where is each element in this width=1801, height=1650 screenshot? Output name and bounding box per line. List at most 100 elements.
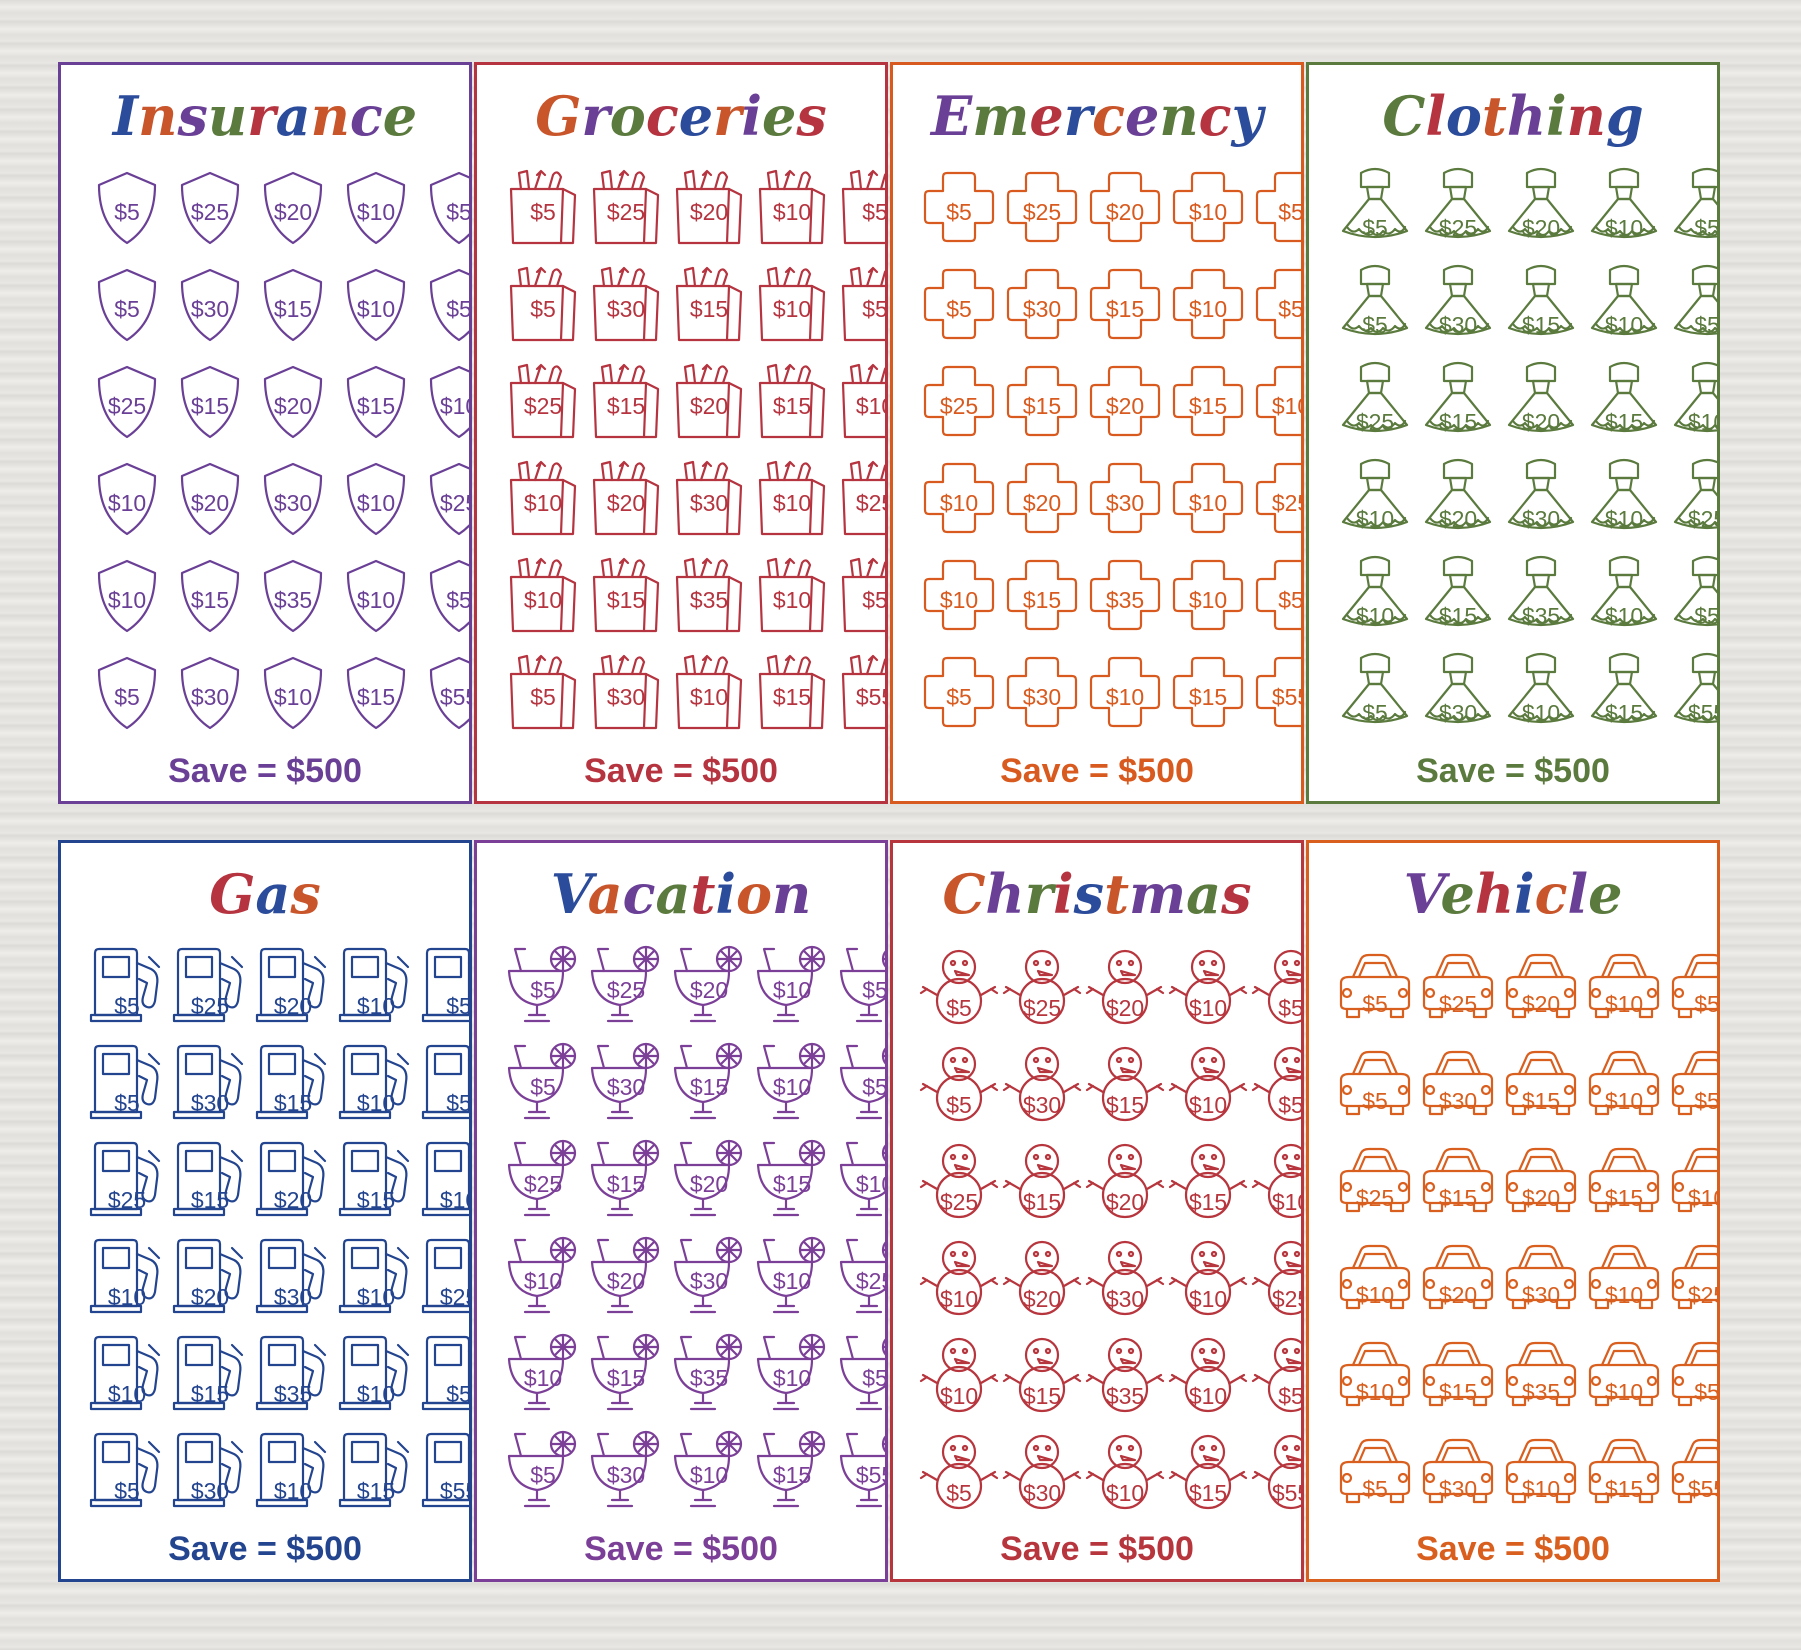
- tracker-cell[interactable]: $5: [501, 1040, 585, 1124]
- tracker-cell[interactable]: $5: [85, 1428, 169, 1512]
- tracker-cell[interactable]: $10: [251, 1428, 335, 1512]
- tracker-cell[interactable]: $15: [584, 553, 668, 637]
- tracker-cell[interactable]: $5: [85, 650, 169, 734]
- tracker-cell[interactable]: $10: [1665, 1137, 1717, 1221]
- tracker-cell[interactable]: $30: [584, 650, 668, 734]
- tracker-cell[interactable]: $20: [251, 165, 335, 249]
- tracker-cell[interactable]: $35: [1499, 1331, 1583, 1415]
- tracker-cell[interactable]: $30: [584, 1428, 668, 1512]
- tracker-cell[interactable]: $10: [1249, 1137, 1301, 1221]
- tracker-cell[interactable]: $10: [501, 1331, 585, 1415]
- tracker-cell[interactable]: $25: [833, 456, 885, 540]
- tracker-cell[interactable]: $15: [1499, 1040, 1583, 1124]
- tracker-cell[interactable]: $10: [1333, 553, 1417, 637]
- tracker-cell[interactable]: $35: [667, 1331, 751, 1415]
- tracker-cell[interactable]: $15: [1000, 359, 1084, 443]
- tracker-cell[interactable]: $10: [833, 359, 885, 443]
- tracker-cell[interactable]: $30: [1083, 1234, 1167, 1318]
- tracker-cell[interactable]: $5: [917, 650, 1001, 734]
- tracker-cell[interactable]: $30: [1083, 456, 1167, 540]
- tracker-cell[interactable]: $35: [251, 1331, 335, 1415]
- tracker-cell[interactable]: $5: [501, 1428, 585, 1512]
- tracker-cell[interactable]: $10: [1333, 456, 1417, 540]
- tracker-cell[interactable]: $10: [501, 456, 585, 540]
- tracker-cell[interactable]: $30: [584, 1040, 668, 1124]
- tracker-cell[interactable]: $30: [1416, 1040, 1500, 1124]
- tracker-cell[interactable]: $25: [1000, 165, 1084, 249]
- tracker-cell[interactable]: $5: [833, 943, 885, 1027]
- tracker-cell[interactable]: $55: [1665, 1428, 1717, 1512]
- tracker-cell[interactable]: $25: [1333, 359, 1417, 443]
- tracker-cell[interactable]: $10: [917, 456, 1001, 540]
- tracker-cell[interactable]: $10: [501, 553, 585, 637]
- tracker-cell[interactable]: $15: [584, 1331, 668, 1415]
- tracker-cell[interactable]: $5: [417, 1331, 469, 1415]
- tracker-cell[interactable]: $20: [1499, 1137, 1583, 1221]
- tracker-cell[interactable]: $15: [168, 553, 252, 637]
- tracker-cell[interactable]: $5: [833, 262, 885, 346]
- tracker-cell[interactable]: $25: [917, 359, 1001, 443]
- tracker-cell[interactable]: $5: [1665, 1331, 1717, 1415]
- tracker-cell[interactable]: $30: [168, 650, 252, 734]
- tracker-cell[interactable]: $10: [1582, 943, 1666, 1027]
- tracker-cell[interactable]: $5: [417, 262, 469, 346]
- tracker-cell[interactable]: $55: [833, 1428, 885, 1512]
- tracker-cell[interactable]: $15: [1166, 359, 1250, 443]
- tracker-cell[interactable]: $5: [833, 1331, 885, 1415]
- tracker-cell[interactable]: $25: [833, 1234, 885, 1318]
- tracker-cell[interactable]: $55: [833, 650, 885, 734]
- tracker-cell[interactable]: $25: [85, 1137, 169, 1221]
- tracker-cell[interactable]: $15: [1083, 1040, 1167, 1124]
- tracker-cell[interactable]: $5: [833, 553, 885, 637]
- tracker-cell[interactable]: $5: [917, 1428, 1001, 1512]
- tracker-cell[interactable]: $10: [750, 1331, 834, 1415]
- tracker-cell[interactable]: $35: [1083, 1331, 1167, 1415]
- tracker-cell[interactable]: $10: [667, 1428, 751, 1512]
- tracker-cell[interactable]: $15: [1582, 1428, 1666, 1512]
- tracker-cell[interactable]: $25: [168, 943, 252, 1027]
- tracker-cell[interactable]: $5: [1333, 1428, 1417, 1512]
- tracker-cell[interactable]: $30: [1000, 1428, 1084, 1512]
- tracker-cell[interactable]: $10: [1333, 1331, 1417, 1415]
- tracker-cell[interactable]: $20: [1416, 1234, 1500, 1318]
- tracker-cell[interactable]: $15: [1582, 359, 1666, 443]
- tracker-cell[interactable]: $10: [750, 262, 834, 346]
- tracker-cell[interactable]: $25: [501, 359, 585, 443]
- tracker-cell[interactable]: $20: [1499, 359, 1583, 443]
- tracker-cell[interactable]: $55: [1249, 1428, 1301, 1512]
- tracker-cell[interactable]: $20: [1000, 1234, 1084, 1318]
- tracker-cell[interactable]: $20: [1083, 165, 1167, 249]
- tracker-cell[interactable]: $20: [1416, 456, 1500, 540]
- tracker-cell[interactable]: $15: [1166, 1137, 1250, 1221]
- tracker-cell[interactable]: $30: [1416, 262, 1500, 346]
- tracker-cell[interactable]: $5: [917, 262, 1001, 346]
- tracker-cell[interactable]: $15: [750, 1137, 834, 1221]
- tracker-cell[interactable]: $20: [667, 943, 751, 1027]
- tracker-cell[interactable]: $30: [1000, 650, 1084, 734]
- tracker-cell[interactable]: $10: [1499, 650, 1583, 734]
- tracker-cell[interactable]: $20: [584, 1234, 668, 1318]
- tracker-cell[interactable]: $5: [501, 650, 585, 734]
- tracker-cell[interactable]: $15: [1000, 553, 1084, 637]
- tracker-cell[interactable]: $25: [1249, 456, 1301, 540]
- tracker-cell[interactable]: $5: [85, 165, 169, 249]
- tracker-cell[interactable]: $15: [667, 262, 751, 346]
- tracker-cell[interactable]: $5: [501, 262, 585, 346]
- tracker-cell[interactable]: $10: [1249, 359, 1301, 443]
- tracker-cell[interactable]: $25: [1416, 165, 1500, 249]
- tracker-cell[interactable]: $15: [1416, 1331, 1500, 1415]
- tracker-cell[interactable]: $30: [1000, 262, 1084, 346]
- tracker-cell[interactable]: $15: [750, 359, 834, 443]
- tracker-cell[interactable]: $5: [501, 943, 585, 1027]
- tracker-cell[interactable]: $10: [1333, 1234, 1417, 1318]
- tracker-cell[interactable]: $20: [1499, 165, 1583, 249]
- tracker-cell[interactable]: $5: [1333, 165, 1417, 249]
- tracker-cell[interactable]: $30: [168, 262, 252, 346]
- tracker-cell[interactable]: $10: [1166, 1040, 1250, 1124]
- tracker-cell[interactable]: $55: [417, 1428, 469, 1512]
- tracker-cell[interactable]: $5: [1249, 1040, 1301, 1124]
- tracker-cell[interactable]: $10: [334, 553, 418, 637]
- tracker-cell[interactable]: $5: [917, 1040, 1001, 1124]
- tracker-cell[interactable]: $20: [251, 359, 335, 443]
- tracker-cell[interactable]: $10: [750, 553, 834, 637]
